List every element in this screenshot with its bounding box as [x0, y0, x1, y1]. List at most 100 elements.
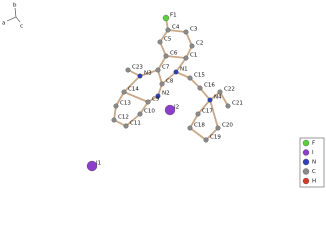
- atom: [195, 111, 201, 117]
- bond: [197, 99, 211, 115]
- atom: [155, 67, 161, 73]
- bond: [199, 87, 211, 101]
- atom-label: N2: [162, 91, 170, 97]
- atom: [145, 99, 151, 105]
- atom-label: C14: [128, 87, 139, 93]
- atom-label: C2: [196, 41, 203, 47]
- atom: [125, 67, 131, 73]
- bond: [189, 113, 199, 129]
- atom-label: C3: [190, 27, 198, 33]
- atom-label: N4: [214, 95, 222, 101]
- bond: [157, 55, 167, 71]
- atom: [217, 89, 223, 95]
- legend-label: F: [312, 141, 315, 147]
- atom-label: C15: [194, 73, 205, 79]
- atom-label: C21: [232, 101, 243, 107]
- legend-label: C: [312, 169, 316, 175]
- atom-label: C9: [152, 97, 160, 103]
- atom-label: C13: [120, 101, 131, 107]
- atom: [123, 123, 129, 129]
- atom: [163, 53, 169, 59]
- atom-label: N3: [144, 71, 152, 77]
- bond: [205, 127, 219, 141]
- bond: [125, 113, 141, 127]
- atom-label: C17: [202, 109, 213, 115]
- atom-label: N1: [180, 67, 188, 73]
- atom-label: C19: [210, 135, 221, 141]
- bond: [139, 69, 159, 77]
- atom-label: C6: [170, 51, 178, 57]
- atom: [159, 81, 165, 87]
- atom: [157, 39, 163, 45]
- atom: [173, 69, 179, 75]
- atom: [165, 27, 171, 33]
- atom: [111, 117, 117, 123]
- bond: [175, 71, 191, 79]
- bond: [161, 71, 177, 85]
- axis-b: [14, 7, 17, 18]
- legend-swatch: [302, 158, 310, 166]
- atom-label: C11: [130, 121, 141, 127]
- atom-label: C16: [204, 83, 215, 89]
- atom-label: C1: [190, 53, 197, 59]
- legend-label: I: [312, 150, 314, 156]
- atom: [187, 125, 193, 131]
- atom: [121, 89, 127, 95]
- legend-swatch: [302, 139, 310, 147]
- atom: [155, 93, 161, 99]
- bond: [115, 91, 125, 107]
- atom-label: F1: [170, 13, 177, 19]
- atom-label: C7: [162, 65, 170, 71]
- legend-swatch: [302, 177, 310, 185]
- atom: [183, 29, 189, 35]
- atom-label: C4: [172, 25, 180, 31]
- atom: [137, 111, 143, 117]
- atom-label: C10: [144, 109, 155, 115]
- axis-a: [6, 16, 17, 22]
- atom: [113, 103, 119, 109]
- atom-label: C20: [222, 123, 233, 129]
- bond: [123, 75, 141, 93]
- atom: [215, 125, 221, 131]
- atom: [189, 43, 195, 49]
- axis-indicator: [6, 7, 21, 23]
- bond: [189, 127, 207, 141]
- axis-label: c: [20, 24, 23, 30]
- atom: [164, 104, 176, 116]
- atom-label: C23: [132, 65, 143, 71]
- atom-label: C8: [166, 79, 174, 85]
- bond: [209, 99, 219, 129]
- legend-label: H: [312, 179, 316, 185]
- legend-swatch: [302, 168, 310, 175]
- atom: [86, 160, 98, 172]
- atom: [183, 55, 189, 61]
- atom-label: I1: [96, 161, 101, 167]
- bond: [175, 57, 187, 73]
- atom: [197, 85, 203, 91]
- legend-swatch: [302, 149, 310, 156]
- legend-label: N: [312, 160, 316, 166]
- atom: [187, 75, 193, 81]
- bond: [167, 29, 187, 33]
- atom: [137, 73, 143, 79]
- bond: [159, 41, 167, 57]
- atom-label: I2: [174, 105, 179, 111]
- bond: [219, 91, 229, 107]
- atom: [162, 14, 170, 22]
- atom: [203, 137, 209, 143]
- axis-label: b: [13, 3, 17, 9]
- atom-label: C12: [118, 115, 129, 121]
- axis-label: a: [2, 21, 5, 27]
- bond: [185, 31, 193, 47]
- atom-label: C18: [194, 123, 205, 129]
- bond: [165, 55, 187, 59]
- atom: [207, 97, 213, 103]
- atom-label: C22: [224, 87, 235, 93]
- axis-c: [15, 16, 21, 23]
- bond: [123, 91, 149, 103]
- atom: [225, 103, 231, 109]
- atom-label: C5: [164, 37, 172, 43]
